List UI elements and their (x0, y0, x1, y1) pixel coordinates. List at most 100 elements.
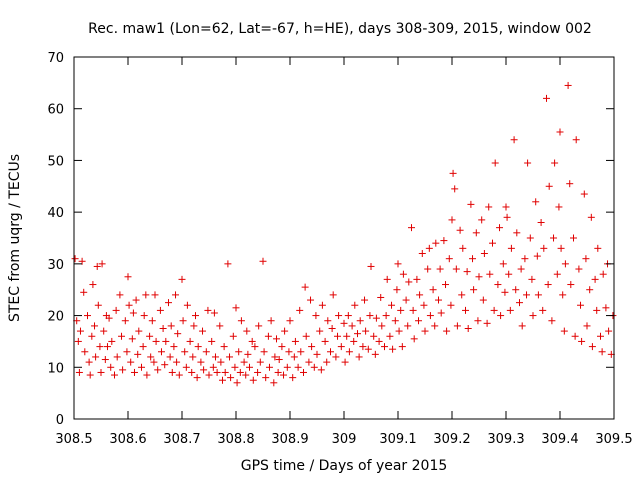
data-point (327, 348, 334, 356)
data-point (329, 291, 337, 299)
data-point (86, 371, 94, 379)
data-point (143, 371, 151, 379)
data-point (472, 229, 480, 237)
data-point (81, 348, 89, 356)
data-point (375, 337, 383, 345)
data-point (219, 376, 226, 384)
data-point (383, 275, 391, 283)
data-point (208, 337, 216, 345)
x-axis-ticks: 308.5 308.6 308.7 308.8 308.9 309 309.1 309.2 30… (55, 57, 633, 447)
data-point (167, 322, 175, 330)
data-point (94, 301, 102, 309)
data-point (399, 270, 407, 278)
data-point (398, 343, 406, 351)
data-point (502, 203, 510, 211)
data-point (98, 260, 106, 268)
data-point (540, 244, 548, 252)
data-point (559, 291, 567, 299)
data-point (139, 343, 147, 351)
data-point (436, 265, 444, 273)
data-point (216, 322, 224, 330)
data-point (124, 273, 132, 281)
data-point (88, 332, 96, 340)
data-point (593, 306, 601, 314)
data-point (283, 363, 291, 371)
data-point (523, 291, 531, 299)
data-point (242, 371, 250, 379)
y-tick-label: 50 (47, 154, 64, 169)
data-point (510, 136, 518, 144)
data-point (443, 327, 451, 335)
data-point (312, 312, 320, 320)
y-tick-label: 0 (56, 413, 64, 428)
data-point (587, 213, 595, 221)
data-point (507, 244, 515, 252)
data-point (262, 374, 270, 382)
data-point (553, 270, 561, 278)
data-point (227, 374, 235, 382)
data-point (273, 335, 280, 343)
data-point (175, 371, 183, 379)
data-point (532, 198, 540, 206)
data-point (431, 322, 439, 330)
data-point (571, 332, 579, 340)
data-point (267, 317, 275, 325)
data-point (591, 275, 599, 283)
data-point (237, 317, 245, 325)
data-point (479, 296, 487, 304)
data-point (416, 291, 424, 299)
data-point (366, 312, 374, 320)
data-point (205, 371, 213, 379)
data-point (80, 288, 88, 296)
data-point (181, 348, 189, 356)
data-point (464, 325, 472, 332)
data-point (264, 332, 272, 340)
plot-marks (71, 81, 617, 387)
data-point (534, 291, 542, 299)
data-point (393, 286, 401, 294)
data-point (265, 363, 273, 371)
data-point (123, 348, 131, 356)
data-point (501, 288, 509, 296)
data-point (470, 286, 478, 294)
data-point (449, 169, 457, 177)
data-point (188, 368, 196, 376)
data-point (474, 317, 482, 325)
data-point (586, 286, 594, 294)
data-point (367, 262, 375, 270)
y-tick-label: 60 (47, 103, 64, 118)
data-point (318, 301, 326, 309)
data-point (345, 348, 353, 356)
data-point (341, 358, 349, 366)
data-point (240, 358, 248, 366)
data-point (489, 239, 496, 247)
data-point (84, 312, 91, 320)
data-point (146, 332, 154, 340)
data-point (118, 332, 126, 340)
data-point (337, 343, 345, 351)
data-point (233, 379, 241, 387)
x-axis-label: GPS time / Days of year 2015 (241, 458, 448, 474)
data-point (429, 286, 437, 294)
data-point (270, 379, 278, 387)
data-point (138, 363, 145, 371)
data-point (101, 356, 109, 364)
x-tick-label: 308.9 (271, 432, 308, 447)
data-point (478, 216, 486, 224)
x-tick-label: 308.5 (55, 432, 92, 447)
data-point (415, 317, 423, 325)
data-point (391, 317, 399, 325)
data-point (344, 312, 352, 320)
data-point (170, 343, 178, 351)
data-point (605, 327, 613, 335)
data-point (437, 309, 445, 317)
data-point (285, 348, 293, 356)
data-point (148, 317, 156, 325)
data-point (355, 353, 363, 361)
data-point (174, 330, 182, 338)
data-point (128, 335, 136, 343)
data-point (516, 299, 523, 307)
data-point (71, 255, 79, 263)
data-point (192, 312, 199, 320)
data-point (290, 353, 298, 361)
